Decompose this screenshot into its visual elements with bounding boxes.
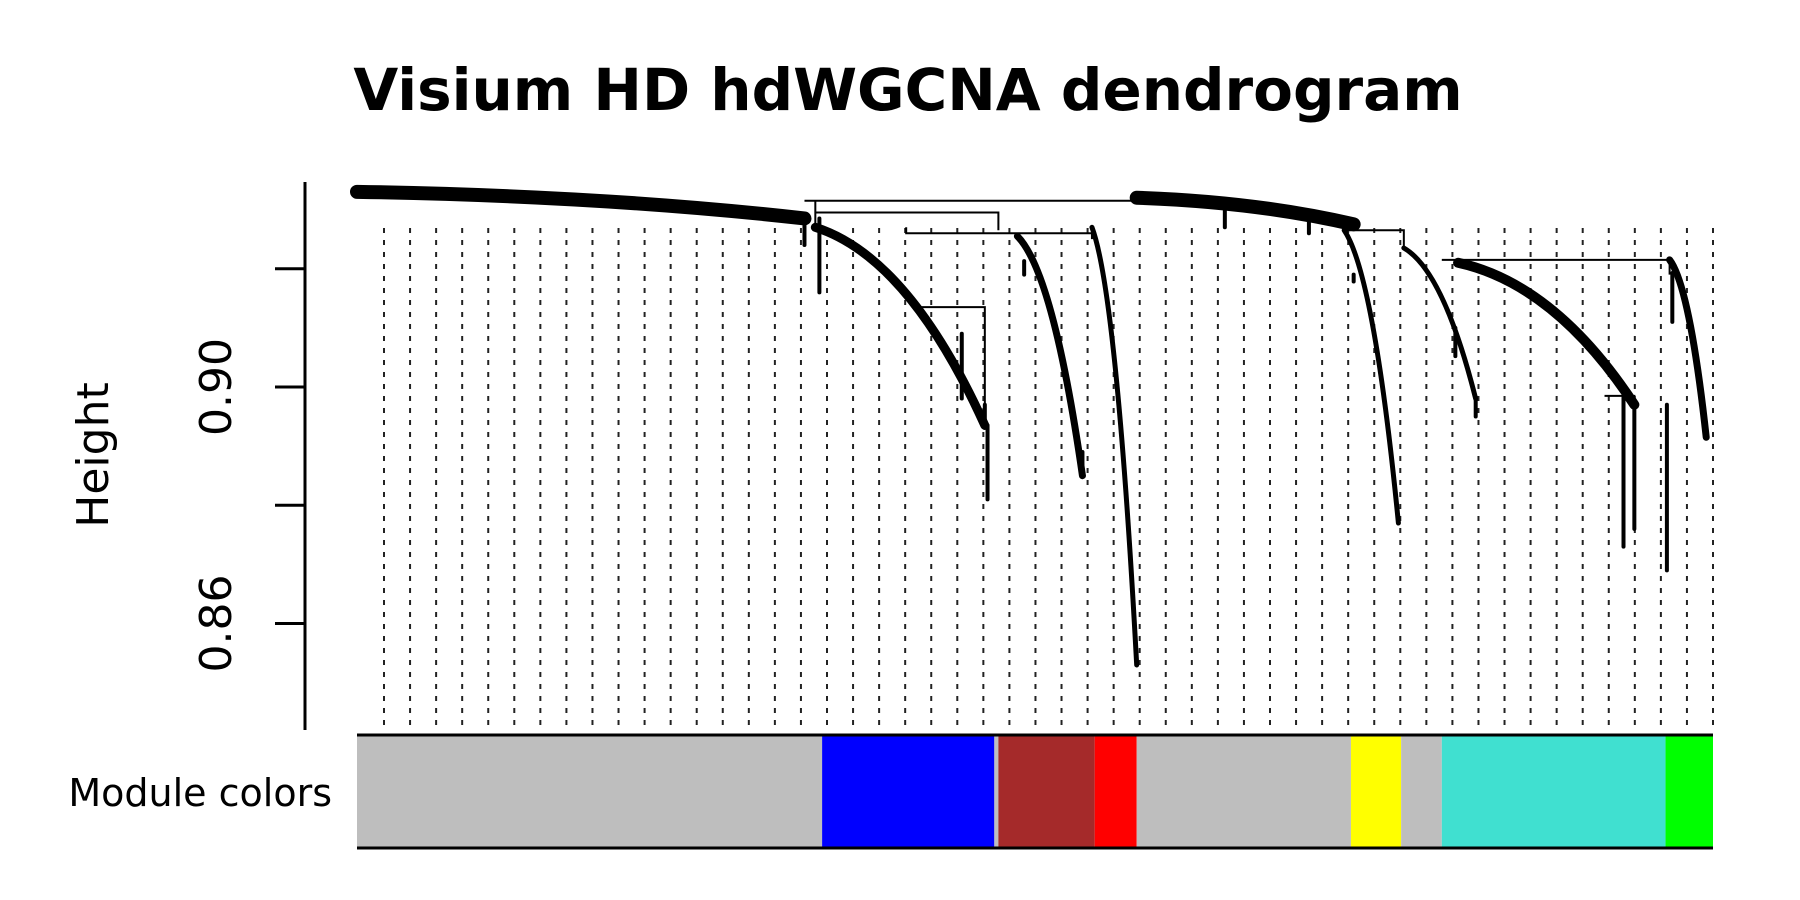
y-axis-label: Height [68,382,119,527]
dendrogram-branch [350,184,812,226]
module-segment [998,735,1095,848]
right-connector [1344,229,1671,275]
dendrogram-branch [810,222,990,430]
module-colors-label: Module colors [68,771,332,815]
module-segment [1350,735,1402,848]
root-connector [804,199,1137,228]
dendrogram-tree [350,184,1710,668]
module-segment [994,735,999,848]
dendrogram-branch [1013,232,1086,480]
module-segment [822,735,995,848]
dendrogram-branch [1129,190,1361,232]
module-segment [1136,735,1351,848]
module-segment [1441,735,1666,848]
y-tick-label: 0.86 [191,575,242,673]
chart-title: Visium HD hdWGCNA dendrogram [353,56,1462,124]
module-segment [1665,735,1713,848]
dendrogram-branch [1089,224,1140,668]
dendrogram-branch [1401,245,1479,402]
module-segment [1401,735,1442,848]
y-axis: 0.86 0.90 [191,182,307,730]
module-segment [357,735,823,848]
module-segment [1094,735,1137,848]
inner-connector [815,211,1093,240]
dendrogram-branch [1341,227,1401,526]
y-tick-label: 0.90 [191,338,242,436]
module-color-bar [357,733,1713,850]
dendrogram-branch [1666,256,1710,441]
dendrogram-branch [1453,257,1640,410]
sub-connector [915,306,1636,488]
